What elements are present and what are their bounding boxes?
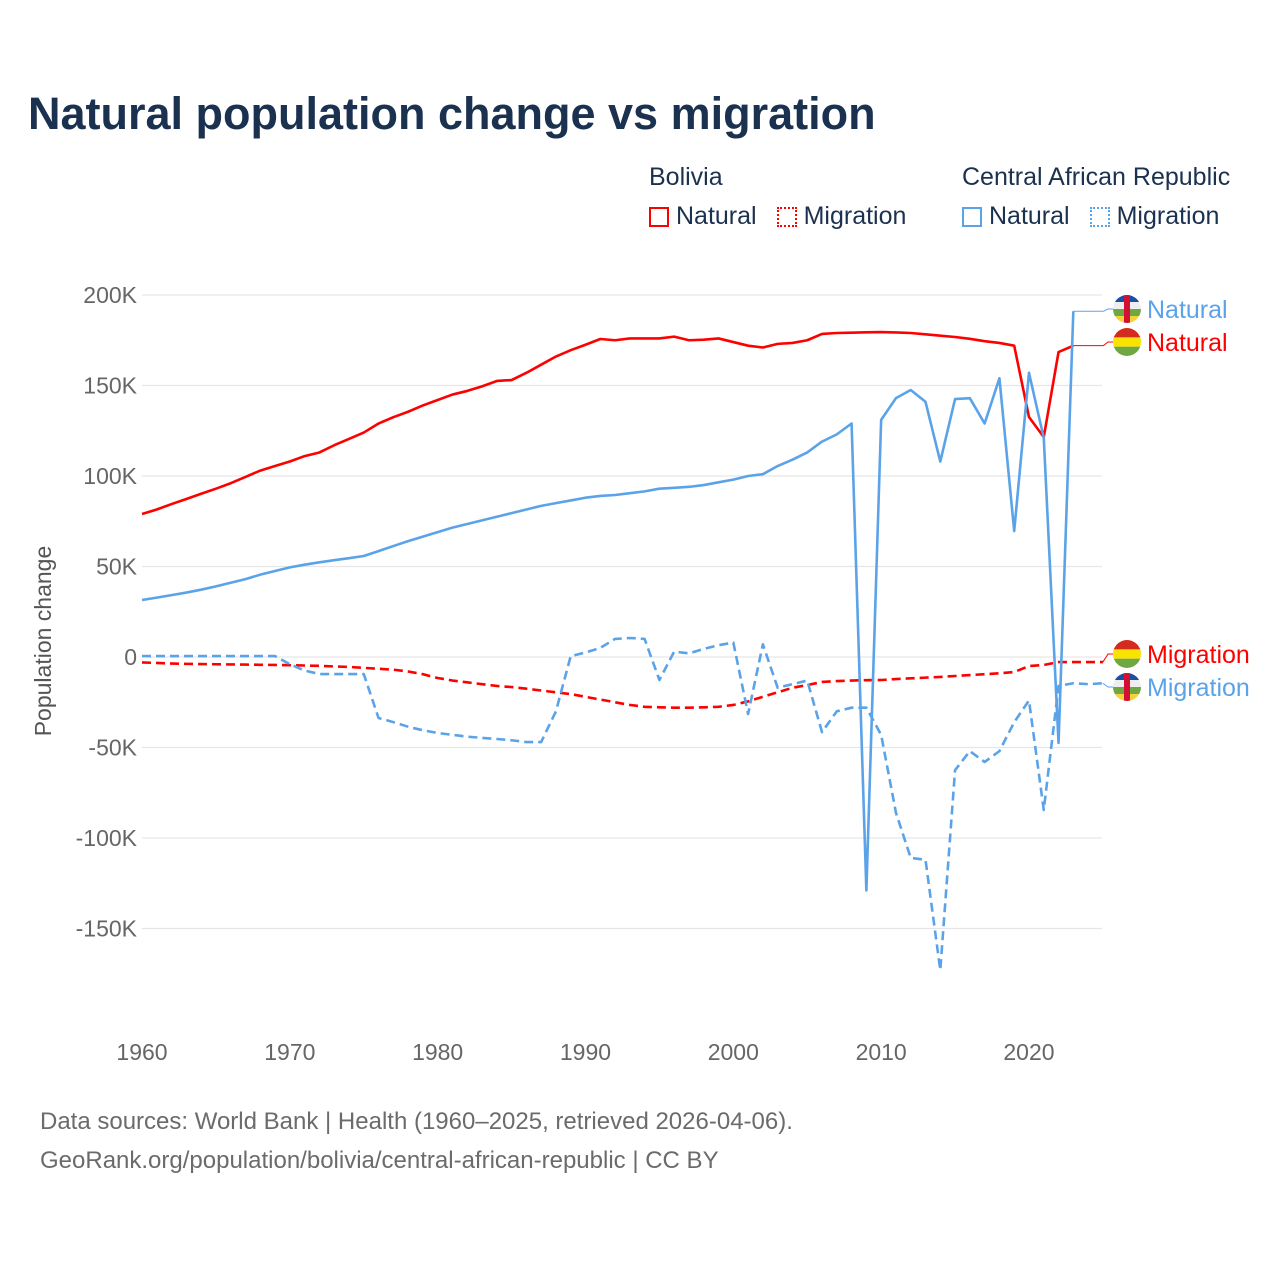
x-tick-label: 1970: [264, 1039, 315, 1065]
series-end-label: Migration: [1147, 674, 1250, 702]
y-tick-label: 0: [124, 644, 137, 670]
y-axis-label: Population change: [30, 546, 56, 737]
flag-body: [1113, 295, 1141, 323]
legend-item-car-natural[interactable]: Natural: [962, 202, 1070, 231]
y-tick-label: 50K: [96, 554, 138, 580]
legend-country: Central African Republic: [962, 163, 1231, 191]
legend-swatch-solid: [649, 206, 669, 227]
series-end-label: Natural: [1147, 296, 1228, 324]
flag-stripe: [1113, 328, 1141, 338]
series-end-label: Natural: [1147, 329, 1228, 357]
x-tick-label: 2000: [708, 1039, 759, 1065]
y-tick-label: -50K: [88, 735, 137, 761]
x-tick-label: 2010: [856, 1039, 907, 1065]
footer-sources: Data sources: World Bank | Health (1960–…: [40, 1108, 793, 1135]
flag-stripe: [1113, 658, 1141, 668]
series-line-bolivia-natural: [141, 330, 1074, 516]
legend-swatch-solid: [962, 206, 982, 227]
flag-icon-bolivia: [1113, 640, 1141, 668]
flag-icon-car: [1113, 673, 1141, 701]
flag-stripe: [1113, 649, 1141, 659]
footer-link[interactable]: GeoRank.org/population/bolivia/central-a…: [40, 1147, 719, 1174]
flag-stripe: [1124, 295, 1130, 323]
flag-body: [1113, 328, 1141, 356]
legend-label: Natural: [676, 202, 757, 230]
legend-group-car: Central African Republic Natural Migrati…: [962, 163, 1230, 231]
flag-icon-car: [1113, 295, 1141, 323]
legend-item-car-migration[interactable]: Migration: [1089, 202, 1220, 231]
legend-country: Bolivia: [649, 163, 723, 191]
legend-swatch-dotted: [1089, 206, 1110, 227]
flag-body: [1113, 640, 1141, 668]
legend-item-bolivia-natural[interactable]: Natural: [649, 202, 757, 231]
flag-icon-bolivia: [1113, 328, 1141, 356]
legend-label: Migration: [803, 202, 907, 230]
y-tick-label: -100K: [76, 825, 138, 851]
label-connector: [1073, 308, 1113, 312]
x-tick-label: 1960: [116, 1039, 167, 1065]
legend-item-bolivia-migration[interactable]: Migration: [776, 202, 907, 231]
label-connector: [1073, 341, 1113, 347]
label-connector: [1102, 653, 1113, 663]
flag-stripe: [1113, 346, 1141, 356]
x-tick-label: 1980: [412, 1039, 463, 1065]
chart-title: Natural population change vs migration: [28, 88, 876, 139]
x-tick-label: 1990: [560, 1039, 611, 1065]
series-line-central-african-republic-migration: [142, 636, 1103, 972]
legend-group-bolivia: Bolivia Natural Migration: [649, 163, 926, 231]
legend-label: Migration: [1116, 202, 1220, 230]
y-tick-label: 150K: [83, 373, 137, 399]
y-tick-label: -150K: [76, 916, 138, 942]
legend-swatch-dotted: [776, 206, 797, 227]
y-tick-label: 100K: [83, 463, 137, 489]
series-line-central-african-republic-natural: [141, 311, 1075, 892]
legend-label: Natural: [989, 202, 1070, 230]
series-line-bolivia-migration: [141, 660, 1103, 709]
x-tick-label: 2020: [1003, 1039, 1054, 1065]
flag-stripe: [1124, 673, 1130, 701]
flag-stripe: [1113, 640, 1141, 650]
y-tick-label: 200K: [83, 282, 137, 308]
flag-body: [1113, 673, 1141, 701]
label-connector: [1102, 682, 1113, 688]
flag-stripe: [1113, 337, 1141, 347]
series-end-label: Migration: [1147, 641, 1250, 669]
